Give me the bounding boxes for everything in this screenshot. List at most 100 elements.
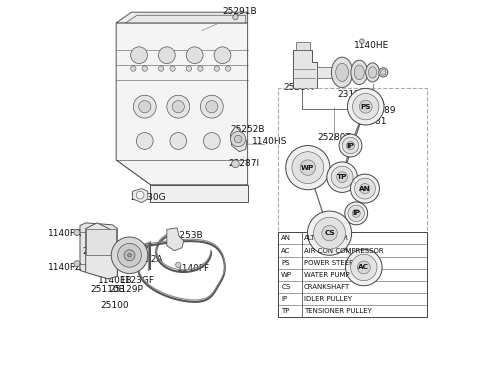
Polygon shape <box>86 223 117 279</box>
Circle shape <box>158 66 164 71</box>
Circle shape <box>307 211 352 255</box>
Circle shape <box>358 261 370 274</box>
Circle shape <box>313 217 346 249</box>
Text: 25110B: 25110B <box>90 285 125 294</box>
Text: AC: AC <box>281 248 290 253</box>
Ellipse shape <box>354 65 364 80</box>
Circle shape <box>124 250 135 261</box>
Circle shape <box>360 39 364 43</box>
Text: 25287P: 25287P <box>283 83 317 92</box>
Text: POWER STEERING: POWER STEERING <box>304 259 367 266</box>
Circle shape <box>292 152 324 184</box>
Circle shape <box>360 100 372 113</box>
Text: 25155A: 25155A <box>351 98 385 107</box>
Text: 1140FF: 1140FF <box>177 264 210 273</box>
Circle shape <box>214 66 219 71</box>
Polygon shape <box>167 228 184 251</box>
Polygon shape <box>132 189 148 203</box>
Polygon shape <box>116 12 248 23</box>
Text: 25289: 25289 <box>368 106 396 115</box>
Text: 25253B: 25253B <box>168 231 203 240</box>
Circle shape <box>170 133 187 149</box>
Text: 25212A: 25212A <box>128 255 163 264</box>
Circle shape <box>355 178 375 199</box>
Text: AC: AC <box>359 264 369 271</box>
Text: 25129P: 25129P <box>109 285 144 294</box>
Text: AN: AN <box>359 186 371 192</box>
Circle shape <box>353 93 379 120</box>
Text: TENSIONER PULLEY: TENSIONER PULLEY <box>304 308 372 314</box>
Text: TP: TP <box>337 174 348 180</box>
Circle shape <box>342 137 359 154</box>
Circle shape <box>348 205 364 222</box>
Circle shape <box>133 95 156 118</box>
Ellipse shape <box>381 70 386 75</box>
Polygon shape <box>86 229 116 255</box>
Circle shape <box>300 160 315 175</box>
Circle shape <box>234 135 242 143</box>
Text: IP: IP <box>347 142 354 149</box>
Text: 25111P: 25111P <box>83 247 117 256</box>
Text: 1140FR: 1140FR <box>48 229 82 238</box>
Text: 25130G: 25130G <box>130 193 166 202</box>
Text: CS: CS <box>281 284 290 290</box>
Text: IP: IP <box>281 296 287 302</box>
Text: AIR CON COMPRESSOR: AIR CON COMPRESSOR <box>304 248 384 253</box>
Polygon shape <box>293 50 317 88</box>
Circle shape <box>131 47 147 64</box>
Circle shape <box>206 101 218 113</box>
Circle shape <box>350 174 380 203</box>
Polygon shape <box>80 223 117 279</box>
Text: 25280T: 25280T <box>318 133 351 142</box>
Ellipse shape <box>331 57 353 88</box>
Text: ALTERNATOR: ALTERNATOR <box>304 235 349 242</box>
Text: 1140EB: 1140EB <box>98 275 132 285</box>
Circle shape <box>74 229 80 235</box>
Circle shape <box>176 262 181 267</box>
Text: IDLER PULLEY: IDLER PULLEY <box>304 296 352 302</box>
Text: PS: PS <box>360 104 371 110</box>
Ellipse shape <box>369 67 377 78</box>
Bar <box>278 88 427 317</box>
Circle shape <box>327 162 357 192</box>
Circle shape <box>186 47 203 64</box>
Text: 25124: 25124 <box>92 260 120 269</box>
Text: WP: WP <box>301 165 314 171</box>
Text: 23129: 23129 <box>337 90 365 99</box>
Circle shape <box>230 131 246 147</box>
Polygon shape <box>317 67 334 78</box>
Text: 25100: 25100 <box>101 301 129 310</box>
Circle shape <box>167 95 190 118</box>
Text: 1140HE: 1140HE <box>354 41 389 50</box>
Circle shape <box>158 47 175 64</box>
Text: IP: IP <box>352 210 360 216</box>
Circle shape <box>172 101 184 113</box>
Circle shape <box>186 66 192 71</box>
Circle shape <box>198 66 203 71</box>
Ellipse shape <box>379 68 388 77</box>
Polygon shape <box>150 185 248 202</box>
Ellipse shape <box>351 60 368 85</box>
Circle shape <box>128 253 132 257</box>
Ellipse shape <box>366 63 380 82</box>
Polygon shape <box>116 23 248 185</box>
Text: 1123GF: 1123GF <box>120 275 156 285</box>
Circle shape <box>170 66 175 71</box>
Circle shape <box>360 184 370 194</box>
Text: 25252B: 25252B <box>230 125 265 134</box>
Circle shape <box>226 66 231 71</box>
Polygon shape <box>230 126 247 152</box>
Text: CS: CS <box>324 230 335 236</box>
Ellipse shape <box>336 63 348 82</box>
Circle shape <box>200 95 223 118</box>
Circle shape <box>331 166 353 188</box>
Circle shape <box>286 146 330 190</box>
Text: WATER PUMP: WATER PUMP <box>304 272 350 278</box>
Circle shape <box>111 237 148 274</box>
Circle shape <box>346 249 382 286</box>
Circle shape <box>232 160 239 168</box>
Text: WP: WP <box>281 272 292 278</box>
Text: AN: AN <box>281 235 291 242</box>
Circle shape <box>233 14 238 20</box>
Text: CRANKSHAFT: CRANKSHAFT <box>304 284 350 290</box>
